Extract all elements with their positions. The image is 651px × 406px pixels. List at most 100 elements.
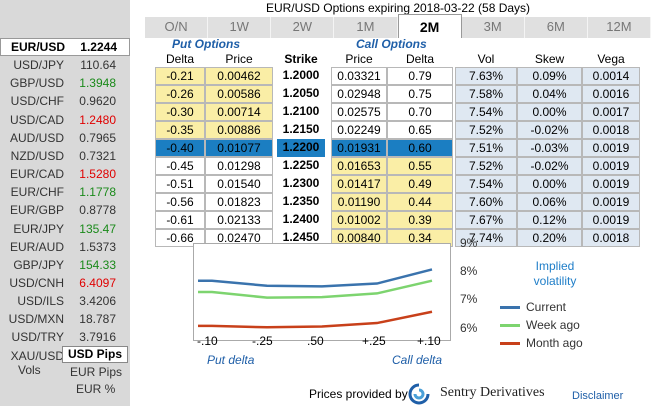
provider-name[interactable]: Sentry Derivatives <box>440 385 545 400</box>
vol-cell: 7.51% <box>455 139 517 157</box>
pair-name: USD/CHF <box>10 94 64 109</box>
call-delta-cell: 0.60 <box>387 139 453 157</box>
put-price-cell: 0.00462 <box>205 67 273 85</box>
pair-row-usd-chf[interactable]: USD/CHF 0.9620 <box>0 92 130 110</box>
pair-rate: 1.5373 <box>79 239 116 254</box>
y-tick-label: 9% <box>460 236 478 250</box>
put-delta-cell: -0.30 <box>155 103 205 121</box>
pair-row-usd-cnh[interactable]: USD/CNH 6.4097 <box>0 274 130 292</box>
eur-pips-option[interactable]: EUR Pips <box>70 365 123 379</box>
skew-cell: 0.09% <box>517 67 582 85</box>
y-tick-label: 6% <box>460 320 478 335</box>
legend-swatch <box>500 341 520 345</box>
vol-cell: 7.52% <box>455 121 517 139</box>
put-delta-cell: -0.61 <box>155 211 205 229</box>
pair-row-usd-mxn[interactable]: USD/MXN 18.787 <box>0 310 130 328</box>
tab-1w[interactable]: 1W <box>208 17 272 38</box>
vega-cell: 0.0019 <box>582 211 640 229</box>
call-price-cell: 0.01190 <box>331 193 387 211</box>
put-delta-cell: -0.35 <box>155 121 205 139</box>
call-price-cell: 0.02575 <box>331 103 387 121</box>
disclaimer-link[interactable]: Disclaimer <box>572 390 624 402</box>
vega-cell: 0.0019 <box>582 193 640 211</box>
pair-row-gbp-usd[interactable]: GBP/USD 1.3948 <box>0 74 130 92</box>
pair-row-eur-gbp[interactable]: EUR/GBP 0.8778 <box>0 201 130 219</box>
pair-name: EUR/CHF <box>10 185 64 200</box>
strike-cell[interactable]: 1.2300 <box>277 175 325 193</box>
pair-row-usd-ils[interactable]: USD/ILS 3.4206 <box>0 292 130 310</box>
pair-row-usd-try[interactable]: USD/TRY 3.7916 <box>0 328 130 346</box>
pair-name: EUR/CAD <box>9 167 64 182</box>
pair-name: USD/TRY <box>11 330 64 345</box>
pair-row-eur-jpy[interactable]: EUR/JPY 135.47 <box>0 220 130 238</box>
vol-cell: 7.54% <box>455 175 517 193</box>
pair-name: EUR/GBP <box>9 203 64 218</box>
series-line-month-ago <box>198 310 433 329</box>
tab-on[interactable]: O/N <box>145 17 209 38</box>
call-price-col-header: Price <box>345 52 373 66</box>
pair-rate: 1.1778 <box>79 185 116 200</box>
pair-row-gbp-jpy[interactable]: GBP/JPY 154.33 <box>0 256 130 274</box>
call-delta-cell: 0.79 <box>387 67 453 85</box>
pair-rate: 1.3948 <box>79 76 116 91</box>
pair-rate: 18.787 <box>79 312 116 327</box>
vega-cell: 0.0019 <box>582 139 640 157</box>
pair-rate: 1.2244 <box>80 40 117 54</box>
put-delta-col-header: Delta <box>165 52 194 66</box>
legend-item: Current <box>500 300 566 314</box>
y-tick-label: 8% <box>460 264 478 279</box>
strike-col-header: Strike <box>284 52 318 66</box>
provided-by-text: Prices provided by <box>309 387 408 401</box>
put-price-col-header: Price <box>225 52 253 66</box>
put-delta-axis-label: Put delta <box>207 353 255 367</box>
usd-pips-button[interactable]: USD Pips <box>62 346 128 363</box>
vol-cell: 7.52% <box>455 157 517 175</box>
pair-row-eur-usd[interactable]: EUR/USD 1.2244 <box>0 38 130 56</box>
pair-row-nzd-usd[interactable]: NZD/USD 0.7321 <box>0 147 130 165</box>
pair-row-usd-cad[interactable]: USD/CAD 1.2480 <box>0 111 130 129</box>
sentry-logo-icon <box>408 383 430 405</box>
put-price-cell: 0.00586 <box>205 85 273 103</box>
tab-6m[interactable]: 6M <box>525 17 588 38</box>
tab-2m[interactable]: 2M <box>397 14 462 38</box>
vol-cell: 7.63% <box>455 67 517 85</box>
put-delta-cell: -0.40 <box>155 139 205 157</box>
legend-item: Month ago <box>500 336 583 350</box>
strike-cell[interactable]: 1.2000 <box>277 67 325 85</box>
vol-col-header: Vol <box>477 52 495 66</box>
strike-cell[interactable]: 1.2350 <box>277 193 325 211</box>
pair-name: USD/MXN <box>8 312 64 327</box>
tab-1m[interactable]: 1M <box>334 17 398 38</box>
expiry-tabs: O/N 1W 2W 1M 2M 3M 6M 12M <box>145 14 651 38</box>
tab-3m[interactable]: 3M <box>462 17 525 38</box>
pair-row-eur-cad[interactable]: EUR/CAD 1.5280 <box>0 165 130 183</box>
tab-12m[interactable]: 12M <box>588 17 651 38</box>
pair-row-eur-chf[interactable]: EUR/CHF 1.1778 <box>0 183 130 201</box>
pair-rate: 110.64 <box>80 58 116 73</box>
pair-row-eur-aud[interactable]: EUR/AUD 1.5373 <box>0 238 130 256</box>
vols-option[interactable]: Vols <box>18 363 41 377</box>
skew-cell: 0.20% <box>517 229 582 247</box>
strike-cell[interactable]: 1.2100 <box>277 103 325 121</box>
call-price-cell: 0.00840 <box>331 229 387 247</box>
tab-2w[interactable]: 2W <box>271 17 335 38</box>
x-tick-label: +.25 <box>362 334 386 348</box>
pair-rate: 0.8778 <box>79 203 116 218</box>
pair-row-aud-usd[interactable]: AUD/USD 0.7965 <box>0 129 130 147</box>
pair-row-usd-jpy[interactable]: USD/JPY 110.64 <box>0 56 130 74</box>
pair-name: GBP/USD <box>9 76 64 91</box>
skew-cell: -0.02% <box>517 157 582 175</box>
eur-percent-option[interactable]: EUR % <box>76 382 116 396</box>
strike-cell[interactable]: 1.2200 <box>277 139 325 157</box>
strike-cell[interactable]: 1.2400 <box>277 211 325 229</box>
pair-name: EUR/USD <box>10 40 65 54</box>
vol-cell: 7.60% <box>455 193 517 211</box>
strike-cell[interactable]: 1.2250 <box>277 157 325 175</box>
pair-name: GBP/JPY <box>13 257 64 272</box>
call-price-cell: 0.02249 <box>331 121 387 139</box>
call-price-cell: 0.01653 <box>331 157 387 175</box>
strike-cell[interactable]: 1.2450 <box>277 229 325 247</box>
strike-cell[interactable]: 1.2050 <box>277 85 325 103</box>
strike-cell[interactable]: 1.2150 <box>277 121 325 139</box>
put-delta-cell: -0.66 <box>155 229 205 247</box>
